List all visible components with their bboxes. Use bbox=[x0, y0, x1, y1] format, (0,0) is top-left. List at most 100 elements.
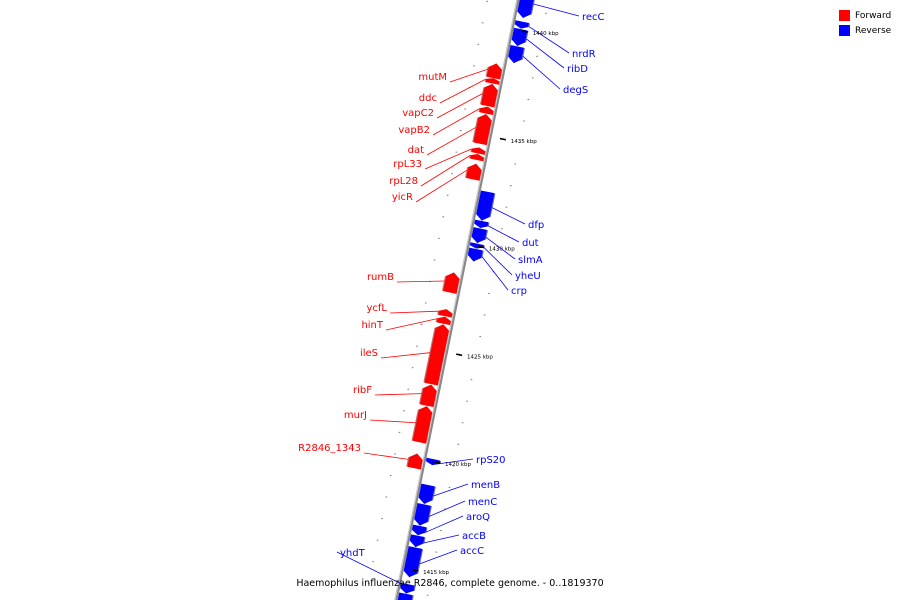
gene-arrow-yhdt-shade bbox=[406, 585, 416, 594]
gene-arrow-r2846_1343-shade bbox=[406, 453, 417, 467]
gene-arrow-vapb2-shade bbox=[478, 106, 488, 112]
map-caption: Haemophilus influenzae R2846, complete g… bbox=[296, 578, 604, 589]
gene-arrow-crp[interactable] bbox=[467, 247, 483, 262]
gene-arrow-ribd-shade bbox=[517, 30, 529, 46]
gene-arrow-accb-shade bbox=[415, 537, 426, 547]
gene-label-vapc2[interactable]: vapC2 bbox=[402, 108, 434, 119]
gene-arrow-accb[interactable] bbox=[409, 534, 425, 548]
label-leader-murj bbox=[369, 419, 416, 424]
gene-arrow-unlabeled-shade bbox=[411, 595, 414, 600]
gene-label-mutm[interactable]: mutM bbox=[418, 72, 447, 83]
gene-arrow-mutm[interactable] bbox=[486, 63, 503, 80]
gene-label-rps20[interactable]: rpS20 bbox=[476, 455, 506, 466]
gene-track bbox=[397, 0, 535, 600]
gene-label-rpl28[interactable]: rpL28 bbox=[389, 176, 418, 187]
gene-arrow-vapc2-shade bbox=[480, 84, 493, 105]
gene-label-ribd[interactable]: ribD bbox=[567, 64, 588, 75]
label-leader-accc bbox=[419, 549, 458, 565]
gene-label-dfp[interactable]: dfp bbox=[528, 220, 544, 231]
label-leader-r2846_1343 bbox=[363, 452, 409, 460]
genome-axis bbox=[394, 0, 520, 600]
label-leader-rumb bbox=[396, 280, 445, 283]
gene-label-yhdt[interactable]: yhdT bbox=[340, 548, 366, 559]
gene-arrow-rpl28[interactable] bbox=[470, 153, 485, 162]
gene-label-dut[interactable]: dut bbox=[522, 238, 539, 249]
gene-arrow-degs[interactable] bbox=[508, 45, 524, 64]
gene-arrow-yicr[interactable] bbox=[466, 163, 482, 181]
gene-label-aroq[interactable]: aroQ bbox=[466, 512, 490, 523]
label-leader-accb bbox=[423, 534, 460, 544]
gene-arrow-dut[interactable] bbox=[474, 219, 489, 229]
forward-swatch bbox=[839, 10, 850, 21]
label-leader-dut bbox=[488, 225, 520, 243]
scale-tick-label: 1425 kbp bbox=[467, 354, 493, 360]
label-leader-rps20 bbox=[439, 458, 474, 465]
gene-arrow-menb[interactable] bbox=[418, 483, 435, 504]
gene-label-rpl33[interactable]: rpL33 bbox=[393, 159, 422, 170]
gene-label-menc[interactable]: menC bbox=[468, 497, 497, 508]
gene-label-degs[interactable]: degS bbox=[563, 85, 588, 96]
gene-label-rumb[interactable]: rumB bbox=[367, 272, 394, 283]
legend-label-reverse: Reverse bbox=[855, 25, 892, 36]
legend-label-forward: Forward bbox=[855, 10, 892, 21]
gene-arrow-dut-shade bbox=[480, 222, 490, 228]
gene-arrow-rpl33-shade bbox=[470, 147, 480, 152]
gene-arrow-menc-shade bbox=[419, 506, 432, 526]
scale-tick-mark bbox=[521, 30, 528, 33]
gene-arrow-aroq-shade bbox=[417, 527, 428, 535]
gene-label-murj[interactable]: murJ bbox=[344, 410, 367, 421]
strand-legend: Forward Reverse bbox=[839, 8, 891, 38]
scale-tick-mark bbox=[477, 245, 485, 249]
gene-label-yheu[interactable]: yheU bbox=[515, 271, 541, 282]
gene-arrow-hint-shade bbox=[435, 317, 445, 323]
gene-label-ycfl[interactable]: ycfL bbox=[366, 303, 387, 314]
gene-arrow-iles[interactable] bbox=[424, 324, 450, 386]
gene-label-ddc[interactable]: ddc bbox=[419, 93, 437, 104]
gene-label-iles[interactable]: ileS bbox=[360, 348, 378, 359]
gene-arrow-slma[interactable] bbox=[471, 227, 487, 244]
legend-item-forward: Forward bbox=[839, 8, 891, 23]
gene-label-accc[interactable]: accC bbox=[460, 546, 484, 557]
gene-arrow-yicr-shade bbox=[465, 164, 476, 178]
gene-label-nrdr[interactable]: nrdR bbox=[572, 49, 596, 60]
reverse-swatch bbox=[839, 25, 850, 36]
scale-tick-label: 1435 kbp bbox=[511, 139, 537, 145]
gene-arrow-dfp[interactable] bbox=[476, 190, 495, 221]
label-leader-rpl28 bbox=[420, 155, 471, 187]
gene-arrow-rpl33[interactable] bbox=[471, 147, 486, 155]
gene-label-ribf[interactable]: ribF bbox=[353, 385, 372, 396]
gene-arrow-unlabeled[interactable] bbox=[397, 592, 413, 600]
gene-label-recc[interactable]: recC bbox=[582, 12, 605, 23]
genome-axis-highlight bbox=[394, 0, 518, 600]
gene-label-hint[interactable]: hinT bbox=[361, 320, 383, 331]
gene-arrow-ribf[interactable] bbox=[420, 384, 437, 408]
gene-arrow-aroq[interactable] bbox=[411, 524, 427, 536]
gene-arrow-r2846_1343[interactable] bbox=[407, 453, 423, 470]
gene-arrow-ddc[interactable] bbox=[485, 78, 500, 85]
genome-axis-line bbox=[394, 0, 520, 600]
gene-arrow-rps20[interactable] bbox=[425, 457, 440, 466]
scale-tick-mark bbox=[499, 137, 507, 141]
gene-arrow-accc[interactable] bbox=[403, 546, 423, 578]
scale-ticks: 1415 kbp 1420 kbp 1425 kbp 1430 kbp 1435 kbp… bbox=[412, 30, 559, 576]
gene-label-r2846_1343[interactable]: R2846_1343 bbox=[298, 443, 361, 454]
label-leader-slma bbox=[485, 236, 516, 260]
gene-label-accb[interactable]: accB bbox=[462, 531, 486, 542]
gene-label-crp[interactable]: crp bbox=[511, 286, 527, 297]
gene-label-dat[interactable]: dat bbox=[408, 145, 424, 156]
gene-label-slma[interactable]: slmA bbox=[518, 255, 543, 266]
gene-arrow-slma-shade bbox=[477, 230, 488, 243]
gene-arrow-recc-shade bbox=[523, 0, 535, 18]
label-leader-hint bbox=[385, 318, 437, 331]
scale-tick-label: 1415 kbp bbox=[423, 570, 449, 576]
scale-tick-mark bbox=[412, 568, 419, 572]
gene-label-vapb2[interactable]: vapB2 bbox=[398, 125, 430, 136]
gene-label-yicr[interactable]: yicR bbox=[392, 192, 413, 203]
gene-arrow-iles-shade bbox=[423, 324, 444, 383]
gene-arrow-nrdr[interactable] bbox=[514, 20, 529, 29]
gene-arrow-nrdr-shade bbox=[520, 23, 530, 29]
label-leader-degs bbox=[522, 55, 561, 90]
gene-label-menb[interactable]: menB bbox=[471, 480, 500, 491]
